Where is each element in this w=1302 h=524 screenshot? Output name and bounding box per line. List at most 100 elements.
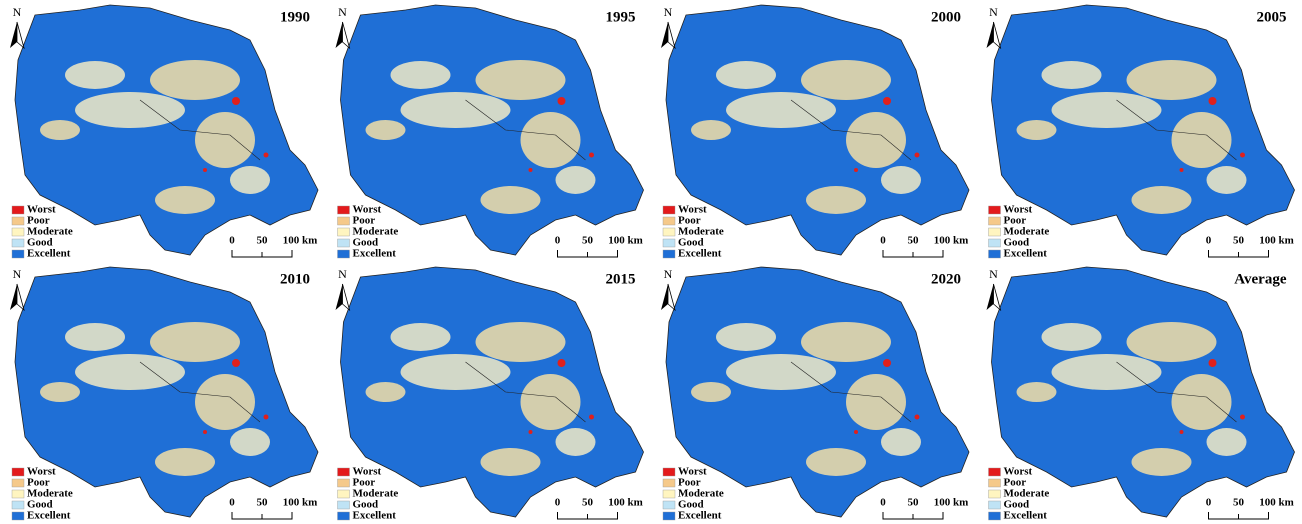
panel-title: Average [1234,271,1287,287]
north-arrow [17,22,24,48]
map-panel: N2005WorstPoorModerateGoodExcellent05010… [987,5,1295,260]
legend-swatch [663,250,675,258]
scale-label: 0 [555,235,561,247]
scale-bar [1209,250,1269,257]
legend-swatch [12,250,24,258]
legend-swatch [663,468,675,476]
scale-label: 100 km [934,235,969,247]
legend-swatch [338,501,350,509]
legend-swatch [663,490,675,498]
figure: N1990WorstPoorModerateGoodExcellent05010… [0,0,1302,524]
scale-label: 0 [1206,235,1212,247]
scale-label: 50 [582,235,594,247]
north-arrow [343,284,350,310]
legend-swatch [338,206,350,214]
map-panel: N1995WorstPoorModerateGoodExcellent05010… [336,5,644,260]
legend-label: Excellent [678,510,722,522]
legend-swatch [989,512,1001,520]
scale-label: 0 [1206,497,1212,509]
north-label: N [664,5,673,19]
scale-bar [232,512,292,519]
legend-swatch [12,228,24,236]
legend-swatch [663,239,675,247]
legend-label: Excellent [27,248,71,260]
scale-bar [883,512,943,519]
map-panel: N2020WorstPoorModerateGoodExcellent05010… [661,267,969,522]
scale-label: 0 [229,497,235,509]
legend-swatch [338,479,350,487]
north-label: N [13,267,22,281]
legend-swatch [989,206,1001,214]
legend-swatch [12,206,24,214]
legend-swatch [12,490,24,498]
legend-swatch [989,468,1001,476]
legend-swatch [12,501,24,509]
legend-swatch [663,206,675,214]
legend-swatch [989,228,1001,236]
scale-label: 50 [908,235,920,247]
legend-swatch [663,501,675,509]
scale-bar [558,512,618,519]
scale-label: 0 [880,235,886,247]
north-arrow [10,284,17,310]
legend-swatch [338,217,350,225]
north-label: N [338,267,347,281]
map [992,5,1295,255]
scale-label: 100 km [1259,497,1294,509]
north-label: N [989,267,998,281]
legend-swatch [989,490,1001,498]
north-arrow [17,284,24,310]
legend-swatch [663,479,675,487]
north-arrow [987,284,994,310]
panel-title: 1990 [280,9,310,25]
map [666,5,969,255]
scale-bar [558,250,618,257]
panel-title: 2000 [931,9,961,25]
scale-label: 100 km [608,497,643,509]
scale-label: 100 km [934,497,969,509]
north-arrow [994,284,1001,310]
legend-swatch [989,501,1001,509]
legend-swatch [663,512,675,520]
map [15,267,318,517]
north-arrow [668,22,675,48]
north-arrow [10,22,17,48]
scale-bar [883,250,943,257]
legend-label: Excellent [1004,510,1048,522]
map-panel: N2010WorstPoorModerateGoodExcellent05010… [10,267,318,522]
north-arrow [661,22,668,48]
north-arrow [994,22,1001,48]
map [15,5,318,255]
legend-swatch [12,217,24,225]
panel-title: 2020 [931,271,961,287]
scale-label: 0 [555,497,561,509]
legend-swatch [338,512,350,520]
legend-swatch [989,217,1001,225]
north-arrow [987,22,994,48]
scale-label: 100 km [283,235,318,247]
legend-label: Excellent [27,510,71,522]
scale-label: 50 [257,235,269,247]
scale-label: 100 km [1259,235,1294,247]
legend-swatch [989,239,1001,247]
legend-swatch [663,217,675,225]
scale-label: 0 [880,497,886,509]
north-label: N [338,5,347,19]
scale-label: 0 [229,235,235,247]
legend-label: Excellent [353,510,397,522]
scale-label: 50 [1233,235,1245,247]
north-arrow [668,284,675,310]
north-label: N [13,5,22,19]
map [666,267,969,517]
scale-label: 100 km [283,497,318,509]
north-label: N [989,5,998,19]
north-arrow [343,22,350,48]
panel-title: 1995 [606,9,636,25]
scale-label: 50 [908,497,920,509]
scale-bar [1209,512,1269,519]
legend-swatch [12,468,24,476]
north-label: N [664,267,673,281]
legend-swatch [338,239,350,247]
